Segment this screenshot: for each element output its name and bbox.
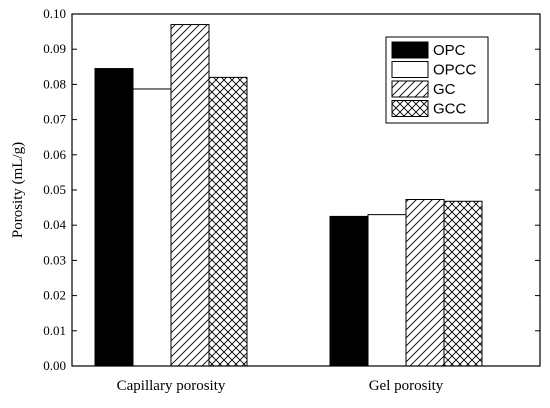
legend-swatch-opcc xyxy=(391,61,429,78)
y-tick-label: 0.10 xyxy=(43,6,66,21)
y-tick-label: 0.06 xyxy=(43,147,66,162)
y-tick-label: 0.02 xyxy=(43,288,66,303)
legend-swatch-opc xyxy=(391,41,429,59)
bar-opc-1 xyxy=(329,215,369,367)
bar-opc-0 xyxy=(94,68,134,367)
bar-opcc-0 xyxy=(132,88,172,367)
legend-label-opcc: OPCC xyxy=(433,62,477,79)
x-axis: Capillary porosity Gel porosity xyxy=(117,378,444,394)
legend-swatch-gc xyxy=(391,80,429,98)
y-tick-label: 0.00 xyxy=(43,358,66,373)
legend-label-gc: GC xyxy=(433,81,456,98)
y-tick-label: 0.01 xyxy=(43,323,66,338)
y-axis-title: Porosity (mL/g) xyxy=(10,142,26,238)
bar-gcc-0 xyxy=(208,76,248,367)
y-tick-label: 0.09 xyxy=(43,41,66,56)
bar-opcc-1 xyxy=(367,214,407,367)
bar-gcc-1 xyxy=(443,200,483,367)
y-tick-label: 0.08 xyxy=(43,76,66,91)
bar-gc-1 xyxy=(405,199,445,367)
legend-swatch-gcc xyxy=(391,100,429,117)
x-category-label: Capillary porosity xyxy=(117,378,226,394)
y-axis: 0.00 0.01 0.02 0.03 0.04 0.05 0.06 0.07 0.08 0.09… xyxy=(43,6,540,373)
legend: OPC OPCC GC GCC xyxy=(385,36,489,124)
y-tick-label: 0.04 xyxy=(43,217,66,232)
y-tick-label: 0.05 xyxy=(43,182,66,197)
y-tick-label: 0.07 xyxy=(43,112,66,127)
legend-label-opc: OPC xyxy=(433,42,466,59)
legend-label-gcc: GCC xyxy=(433,101,467,118)
bar-gc-0 xyxy=(170,24,210,367)
y-tick-label: 0.03 xyxy=(43,252,66,267)
bars-group xyxy=(94,24,483,367)
x-category-label: Gel porosity xyxy=(369,378,444,394)
